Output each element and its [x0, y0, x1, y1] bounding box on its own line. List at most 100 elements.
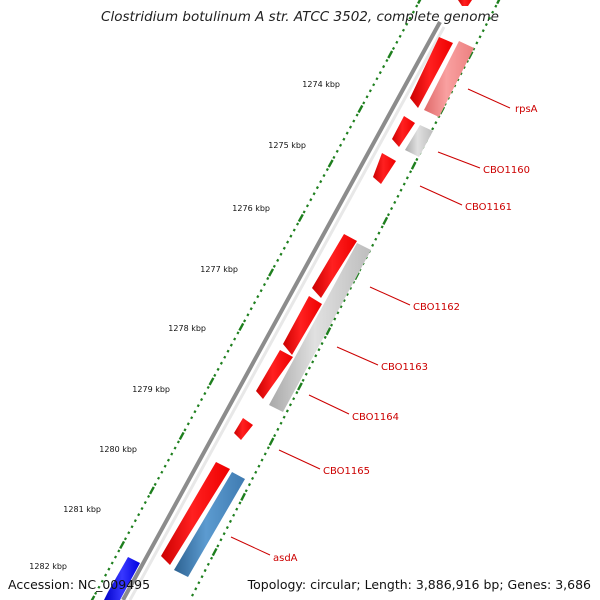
gene-label-asdA[interactable]: asdA	[273, 553, 298, 564]
outer-tick	[417, 0, 422, 5]
cds-CBO1164-forward[interactable]	[256, 350, 293, 399]
cds-CBO1165-forward[interactable]	[234, 418, 253, 440]
outer-tick	[113, 555, 118, 559]
outer-tick	[223, 355, 227, 359]
genome-summary-text: Topology: circular; Length: 3,886,916 bp…	[247, 577, 591, 592]
kbp-label: 1275 kbp	[268, 141, 306, 150]
outer-tick	[339, 143, 343, 147]
outer-tick	[148, 486, 155, 495]
outer-tick	[229, 343, 233, 347]
gene-label-CBO1163[interactable]: CBO1163	[381, 362, 428, 373]
inner-tick	[288, 403, 292, 407]
outer-tick	[305, 204, 309, 208]
inner-tick	[336, 311, 340, 315]
inner-tick	[307, 366, 311, 370]
inner-tick	[285, 409, 289, 413]
kbp-label: 1277 kbp	[200, 265, 238, 274]
outer-tick	[246, 313, 250, 317]
outer-tick	[259, 289, 263, 293]
outer-tick	[140, 506, 144, 511]
inner-tick	[330, 323, 334, 327]
outer-tick	[178, 431, 185, 440]
genome-backbone	[121, 21, 446, 600]
outer-tick	[405, 22, 409, 26]
gene-label-CBO1162[interactable]: CBO1162	[413, 302, 460, 313]
outer-tick	[183, 428, 187, 432]
inner-tick	[251, 476, 255, 481]
outer-tick	[176, 440, 180, 444]
cds-CBO1161-forward[interactable]	[373, 153, 396, 184]
leader-line-CBO1164	[308, 394, 350, 415]
inner-tick	[216, 544, 220, 548]
inner-tick	[191, 593, 195, 597]
outer-tick	[387, 50, 394, 59]
inner-tick	[399, 188, 403, 192]
outer-tick	[160, 470, 164, 474]
outer-tick	[382, 64, 386, 69]
outer-tick	[147, 494, 151, 499]
cds-asdA[interactable]	[174, 472, 245, 577]
inner-tick	[377, 231, 381, 235]
kbp-label: 1274 kbp	[302, 80, 340, 89]
inner-tick	[200, 575, 204, 579]
outer-tick	[378, 71, 382, 75]
outer-tick	[276, 258, 280, 262]
cds-CBO1163-forward[interactable]	[283, 296, 322, 355]
outer-tick	[355, 113, 359, 117]
leader-line-rpsA	[467, 88, 511, 109]
cds-bottom-partial[interactable]	[104, 557, 140, 600]
genome-title: Clostridium botulinum A str. ATCC 3502, …	[101, 9, 499, 25]
inner-tick	[235, 507, 239, 511]
kbp-label: 1282 kbp	[29, 562, 67, 571]
cds-CBO1160-reverse[interactable]	[405, 125, 433, 157]
outer-tick	[319, 180, 323, 184]
outer-tick	[186, 422, 190, 426]
gene-label-CBO1161[interactable]: CBO1161	[465, 202, 512, 213]
gene-label-CBO1160[interactable]: CBO1160	[483, 165, 530, 176]
cds-top-partial[interactable]	[458, 0, 472, 6]
outer-tick	[325, 167, 329, 172]
outer-tick	[104, 573, 108, 577]
inner-tick	[333, 317, 337, 321]
outer-tick	[289, 234, 293, 238]
leader-line-CBO1162	[369, 286, 411, 306]
inner-tick	[325, 327, 332, 336]
inner-tick	[496, 0, 501, 5]
outer-tick	[315, 186, 319, 190]
inner-tick	[263, 452, 267, 456]
gene-label-rpsA[interactable]: rpsA	[515, 104, 538, 115]
outer-tick	[90, 595, 96, 600]
gene-label-leaders	[230, 88, 511, 556]
inner-tick	[210, 556, 214, 560]
inner-tick	[431, 127, 435, 131]
inner-tick	[240, 492, 246, 501]
gene-label-CBO1165[interactable]: CBO1165	[323, 466, 370, 477]
cds-rpsA-other[interactable]	[424, 41, 474, 117]
cds-features	[104, 0, 474, 600]
cds-pre-asdA-forward[interactable]	[161, 462, 230, 565]
inner-tick	[409, 170, 413, 174]
outer-tick	[401, 28, 405, 32]
inner-tick	[206, 562, 210, 566]
inner-tick	[295, 391, 299, 395]
inner-tick	[459, 72, 463, 76]
outer-tick	[133, 519, 137, 523]
cds-CBO1162-forward[interactable]	[312, 234, 357, 298]
cds-rpsA-forward[interactable]	[410, 37, 453, 108]
inner-tick	[247, 483, 251, 487]
gene-label-CBO1164[interactable]: CBO1164	[352, 412, 399, 423]
cds-CBO1160-forward[interactable]	[392, 116, 415, 147]
outer-tick	[163, 464, 167, 468]
cds-CBO1162-reverse[interactable]	[269, 243, 371, 412]
outer-tick	[137, 513, 141, 517]
inner-tick	[211, 547, 218, 557]
inner-tick	[380, 225, 384, 229]
inner-tick	[194, 587, 198, 591]
inner-tick	[282, 415, 286, 419]
inner-tick	[374, 237, 378, 241]
inner-tick	[465, 59, 469, 63]
inner-tick	[462, 65, 466, 70]
inner-tick	[339, 305, 343, 309]
outer-tick	[157, 476, 161, 480]
